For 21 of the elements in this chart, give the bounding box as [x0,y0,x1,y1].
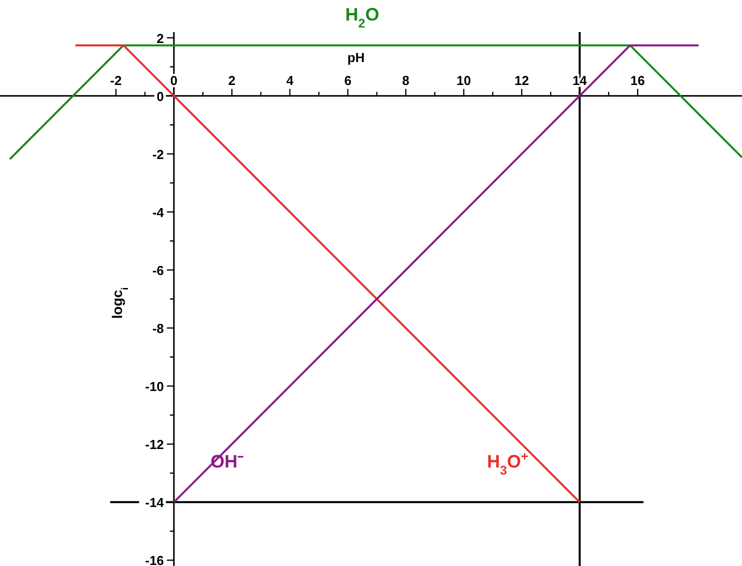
y-tick-label: -4 [152,204,165,220]
x-tick-label: 10 [456,72,471,88]
x-axis-title: pH [347,50,365,65]
x-tick-label: -2 [110,72,122,88]
x-tick-label: 16 [630,72,645,88]
y-tick-label: 2 [156,30,164,46]
y-tick-label: -8 [152,321,164,336]
x-tick-label: 12 [514,72,529,88]
y-tick-label: -12 [145,437,164,452]
y-tick-label: -10 [145,379,164,394]
x-tick-label: 6 [344,72,352,88]
y-tick-label: -2 [152,146,164,162]
y-tick-label: -6 [152,262,164,278]
y-tick-label: -14 [145,495,165,510]
series-label: H$_{3}$O$^{+}$ [486,449,528,478]
x-tick-label: 4 [286,72,294,88]
x-tick-label: 8 [402,72,410,88]
series-label: H$_{2}$O [345,4,380,30]
y-tick-label: 0 [156,88,164,104]
y-tick-label: -16 [145,553,164,566]
x-tick-label: 2 [228,72,236,88]
